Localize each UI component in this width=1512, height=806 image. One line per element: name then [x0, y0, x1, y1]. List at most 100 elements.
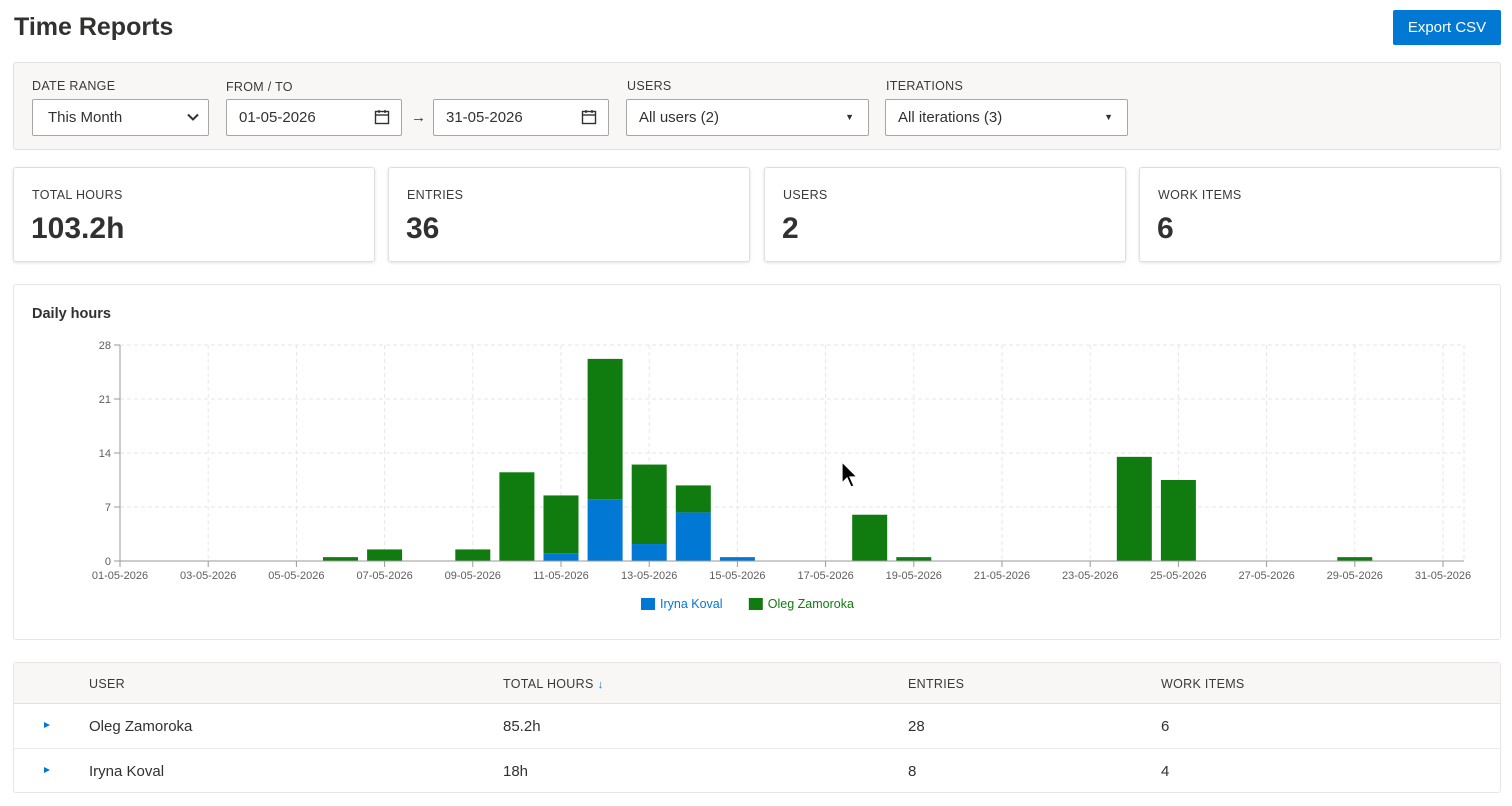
table-row[interactable]: Iryna Koval 18h 8 4 [14, 749, 1500, 792]
cell-user: Iryna Koval [89, 763, 165, 780]
stat-value: 2 [782, 212, 799, 245]
calendar-icon[interactable] [581, 109, 597, 125]
column-header-total-hours-label: TOTAL HOURS [503, 677, 594, 691]
bar-segment [587, 499, 623, 561]
x-tick-label: 05-05-2026 [268, 570, 324, 582]
stat-value: 6 [1157, 212, 1174, 245]
bar-segment [631, 464, 667, 545]
iterations-label: ITERATIONS [886, 79, 964, 93]
column-header-work-items[interactable]: WORK ITEMS [1161, 677, 1245, 691]
x-tick-label: 17-05-2026 [797, 570, 853, 582]
legend-label: Iryna Koval [660, 597, 723, 611]
stat-card-total-hours: TOTAL HOURS 103.2h [13, 167, 375, 262]
bar-segment [1160, 480, 1196, 561]
bar-segment [1337, 557, 1373, 561]
stat-card-users: USERS 2 [764, 167, 1126, 262]
x-tick-label: 11-05-2026 [533, 570, 588, 582]
bar-segment [455, 549, 491, 561]
mouse-cursor-icon [841, 461, 859, 488]
daily-hours-chart: 0 7 14 21 28 01-05-2026 03-05-2026 05-05-2026 07… [92, 340, 1471, 611]
chart-panel: Daily hours 0 7 14 21 28 01-05-2026 03-05-2026… [13, 284, 1501, 640]
export-csv-button[interactable]: Export CSV [1393, 10, 1501, 45]
cell-hours: 85.2h [503, 718, 541, 735]
y-tick-label: 0 [105, 556, 111, 568]
users-label: USERS [627, 79, 672, 93]
bar-segment [587, 358, 623, 500]
y-tick-label: 7 [105, 502, 111, 514]
legend-swatch [641, 598, 655, 610]
x-tick-label: 15-05-2026 [709, 570, 765, 582]
user-hours-table: USER TOTAL HOURS ↓ ENTRIES WORK ITEMS Ole… [13, 662, 1501, 793]
x-tick-label: 07-05-2026 [356, 570, 412, 582]
column-header-total-hours[interactable]: TOTAL HOURS ↓ [503, 677, 603, 691]
x-tick-label: 21-05-2026 [974, 570, 1030, 582]
bar-segment [631, 544, 667, 561]
chart-title: Daily hours [32, 306, 111, 322]
legend-swatch [748, 598, 763, 610]
caret-down-icon: ▼ [1104, 112, 1113, 122]
column-header-user[interactable]: USER [89, 677, 125, 691]
date-range-select[interactable]: This Month [32, 99, 209, 136]
bar-segment [852, 514, 888, 561]
cell-entries: 28 [908, 718, 925, 735]
expand-triangle-icon[interactable] [42, 765, 52, 775]
to-date-value: 31-05-2026 [446, 109, 523, 126]
cell-work-items: 6 [1161, 718, 1170, 735]
x-tick-label: 13-05-2026 [621, 570, 677, 582]
y-tick-label: 14 [99, 448, 111, 460]
table-header: USER TOTAL HOURS ↓ ENTRIES WORK ITEMS [14, 663, 1500, 704]
x-tick-label: 01-05-2026 [92, 570, 148, 582]
iterations-value: All iterations (3) [898, 109, 1003, 126]
stat-label: TOTAL HOURS [32, 188, 123, 202]
bar-segment [675, 485, 711, 513]
bar-segment [675, 512, 711, 561]
stat-label: ENTRIES [407, 188, 464, 202]
x-tick-label: 31-05-2026 [1415, 570, 1471, 582]
stat-card-entries: ENTRIES 36 [388, 167, 750, 262]
from-date-input[interactable]: 01-05-2026 [226, 99, 402, 136]
date-range-arrow: → [411, 109, 426, 126]
bar-segment [499, 472, 535, 561]
x-tick-label: 25-05-2026 [1150, 570, 1206, 582]
x-tick-label: 19-05-2026 [886, 570, 942, 582]
expand-triangle-icon[interactable] [42, 720, 52, 730]
table-row[interactable]: Oleg Zamoroka 85.2h 28 6 [14, 704, 1500, 749]
from-to-label: FROM / TO [226, 80, 293, 94]
cell-work-items: 4 [1161, 763, 1170, 780]
legend-label: Oleg Zamoroka [768, 597, 854, 611]
bar-segment [719, 557, 755, 561]
chevron-down-icon [187, 113, 199, 121]
bar-segment [1116, 456, 1152, 561]
x-tick-label: 09-05-2026 [445, 570, 501, 582]
from-date-value: 01-05-2026 [239, 109, 316, 126]
bar-segment [543, 553, 579, 561]
iterations-dropdown[interactable]: All iterations (3) ▼ [885, 99, 1128, 136]
bar-segment [367, 549, 403, 561]
y-tick-label: 21 [99, 394, 111, 406]
stat-label: USERS [783, 188, 828, 202]
x-tick-label: 29-05-2026 [1327, 570, 1383, 582]
stat-value: 103.2h [31, 212, 125, 245]
date-range-value: This Month [48, 109, 123, 126]
sort-arrow-icon: ↓ [597, 679, 604, 691]
column-header-entries[interactable]: ENTRIES [908, 677, 965, 691]
stat-card-work-items: WORK ITEMS 6 [1139, 167, 1501, 262]
x-tick-label: 23-05-2026 [1062, 570, 1118, 582]
users-value: All users (2) [639, 109, 720, 126]
y-tick-label: 28 [99, 340, 111, 352]
cell-hours: 18h [503, 763, 529, 780]
bar-segment [543, 495, 579, 554]
stat-value: 36 [406, 212, 440, 245]
to-date-input[interactable]: 31-05-2026 [433, 99, 609, 136]
x-tick-label: 27-05-2026 [1238, 570, 1294, 582]
date-range-label: DATE RANGE [32, 79, 116, 93]
bar-segment [323, 557, 358, 561]
caret-down-icon: ▼ [845, 112, 854, 122]
filter-bar: DATE RANGE This Month FROM / TO 01-05-20… [13, 62, 1501, 150]
x-tick-label: 03-05-2026 [180, 570, 236, 582]
users-dropdown[interactable]: All users (2) ▼ [626, 99, 869, 136]
bar-segment [896, 557, 932, 561]
calendar-icon[interactable] [374, 109, 390, 125]
cell-entries: 8 [908, 763, 917, 780]
stat-label: WORK ITEMS [1158, 188, 1242, 202]
